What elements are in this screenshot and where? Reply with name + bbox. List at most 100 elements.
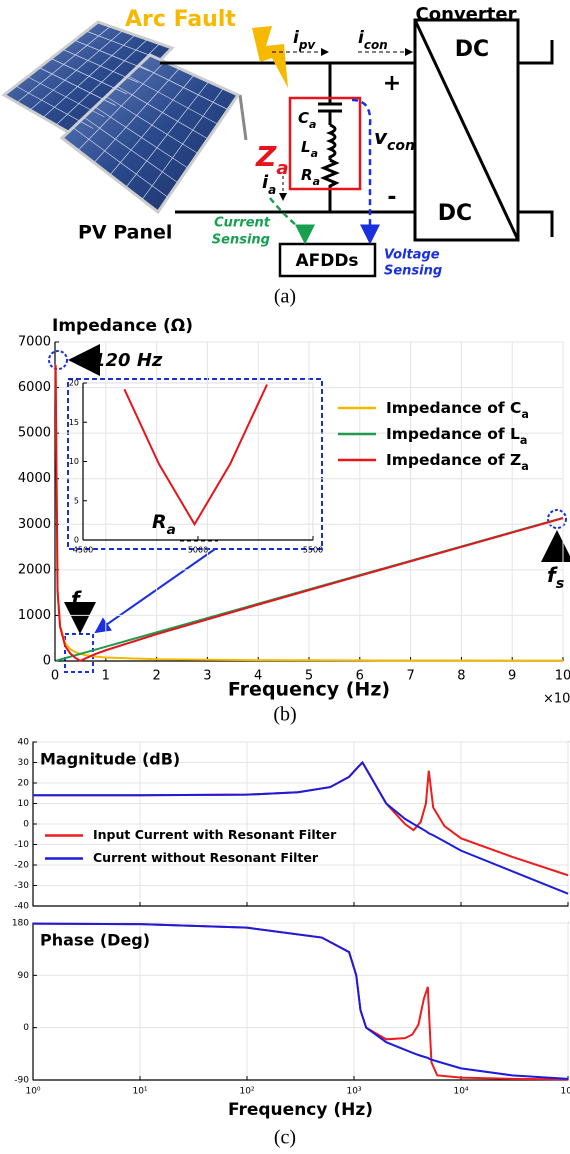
- label-sub: con: [387, 138, 415, 154]
- y-tick-label: 2000: [18, 562, 51, 577]
- circuit-diagram: Arc Fault Converter DC DC + - PV Panel A…: [1, 4, 554, 279]
- label-base: f: [71, 587, 82, 611]
- pv-panel-label: PV Panel: [78, 222, 172, 244]
- y-tick-label: -20: [14, 861, 29, 871]
- y-tick-label: 0: [23, 820, 29, 830]
- label-sub: r: [80, 600, 88, 616]
- panel-cell-line: [77, 61, 165, 151]
- sensing-label: Sensing: [384, 264, 442, 279]
- x-axis-title: Frequency (Hz): [228, 679, 390, 701]
- x-tick-label: 4: [254, 669, 262, 684]
- y-tick-label: 20: [69, 379, 79, 388]
- label-base: R: [301, 166, 313, 184]
- x-tick-label: 5500: [303, 546, 323, 555]
- x-tick-label: 10¹: [132, 1087, 147, 1097]
- dc-label: DC: [455, 37, 489, 62]
- label-base: i: [358, 28, 365, 48]
- chart-title: Magnitude (dB): [40, 750, 180, 769]
- inset-frame: [67, 378, 323, 550]
- panel-cell-line: [109, 74, 195, 176]
- y-tick-label: 0: [43, 654, 51, 669]
- y-tick-label: 40: [18, 738, 30, 748]
- y-tick-label: 0: [23, 1023, 29, 1033]
- label-base: i: [293, 28, 300, 48]
- sensing-label: Sensing: [212, 233, 270, 248]
- label-base: v: [374, 125, 388, 149]
- y-tick-label: 180: [12, 919, 29, 929]
- y-tick-label: 0: [74, 536, 79, 545]
- label-base: i: [262, 172, 269, 193]
- y-tick-label: 15: [69, 418, 79, 427]
- x-tick-label: 2: [152, 669, 160, 684]
- x-tick-label: 10⁵: [560, 1087, 570, 1097]
- fr-box: [64, 633, 94, 673]
- ra-label: Ra: [301, 166, 320, 188]
- ca-label: Ca: [298, 109, 316, 131]
- label-sub: a: [268, 183, 276, 197]
- x-multiplier: ×10⁴: [543, 692, 570, 707]
- y-tick-label: 4000: [18, 471, 51, 486]
- y-tick-label: 30: [18, 758, 30, 768]
- y-tick-label: -40: [14, 902, 29, 912]
- label-sub: a: [313, 175, 320, 188]
- chart-title: Impedance (Ω): [52, 316, 193, 336]
- y-tick-label: 1000: [18, 608, 51, 623]
- vcon-label: vcon: [374, 125, 415, 155]
- label-sub: a: [521, 460, 529, 473]
- highlight-circle: [547, 509, 567, 529]
- label-sub: a: [276, 158, 288, 179]
- label-sub: a: [167, 522, 176, 538]
- x-tick-label: 7: [406, 669, 414, 684]
- label-sub: a: [309, 118, 316, 131]
- x-axis-title: Frequency (Hz): [228, 1100, 373, 1120]
- wires: [160, 18, 554, 278]
- y-tick-label: 20: [18, 779, 30, 789]
- panel-cell-line: [29, 30, 123, 111]
- x-tick-label: 9: [508, 669, 516, 684]
- voltage-sense-path: [351, 98, 380, 245]
- y-tick-label: 10: [18, 799, 30, 809]
- converter-label: Converter: [416, 4, 517, 25]
- annotation: fr: [71, 587, 88, 617]
- data-line: [54, 364, 564, 663]
- za-label: Za: [255, 140, 288, 179]
- y-tick-label: -10: [14, 840, 29, 850]
- legend-label: Impedance of Za: [386, 451, 529, 473]
- legend-label: Current without Resonant Filter: [93, 850, 319, 865]
- y-tick-label: 6000: [18, 380, 51, 395]
- label-base: f: [547, 563, 558, 587]
- annotation: fs: [547, 563, 565, 593]
- annotation: Ra: [152, 511, 176, 539]
- label-base: L: [301, 138, 311, 156]
- plus-sign: +: [383, 71, 401, 96]
- x-tick-label: 4500: [73, 546, 93, 555]
- afdds-label: AFDDs: [295, 251, 358, 271]
- annotation: 120 Hz: [93, 350, 163, 371]
- ia-label: ia: [262, 172, 276, 197]
- za-box: [288, 96, 362, 191]
- caption: (a): [274, 286, 296, 308]
- label-sub: con: [364, 38, 388, 52]
- data-line: [123, 384, 268, 527]
- caption: (b): [273, 704, 296, 726]
- dc-label: DC: [438, 201, 472, 226]
- sensing-label: Voltage: [384, 248, 440, 263]
- y-tick-label: 3000: [18, 517, 51, 532]
- chart-title: Phase (Deg): [40, 931, 150, 950]
- highlight-circle: [48, 350, 68, 370]
- y-tick-label: 5: [74, 496, 79, 505]
- label-base: R: [152, 511, 167, 533]
- icon-label: icon: [358, 28, 388, 52]
- y-tick-label: -30: [14, 881, 29, 891]
- label-base: Impedance of L: [386, 425, 520, 443]
- x-tick-label: 5: [305, 669, 313, 684]
- current-sense-path: [269, 197, 315, 245]
- legend-label: Input Current with Resonant Filter: [93, 827, 337, 842]
- panel-leg: [238, 94, 248, 141]
- panel-cells: [15, 26, 229, 200]
- x-tick-label: 6: [356, 669, 364, 684]
- caption: (c): [274, 1127, 296, 1149]
- y-tick-label: 90: [18, 971, 30, 981]
- y-tick-label: 5000: [18, 426, 51, 441]
